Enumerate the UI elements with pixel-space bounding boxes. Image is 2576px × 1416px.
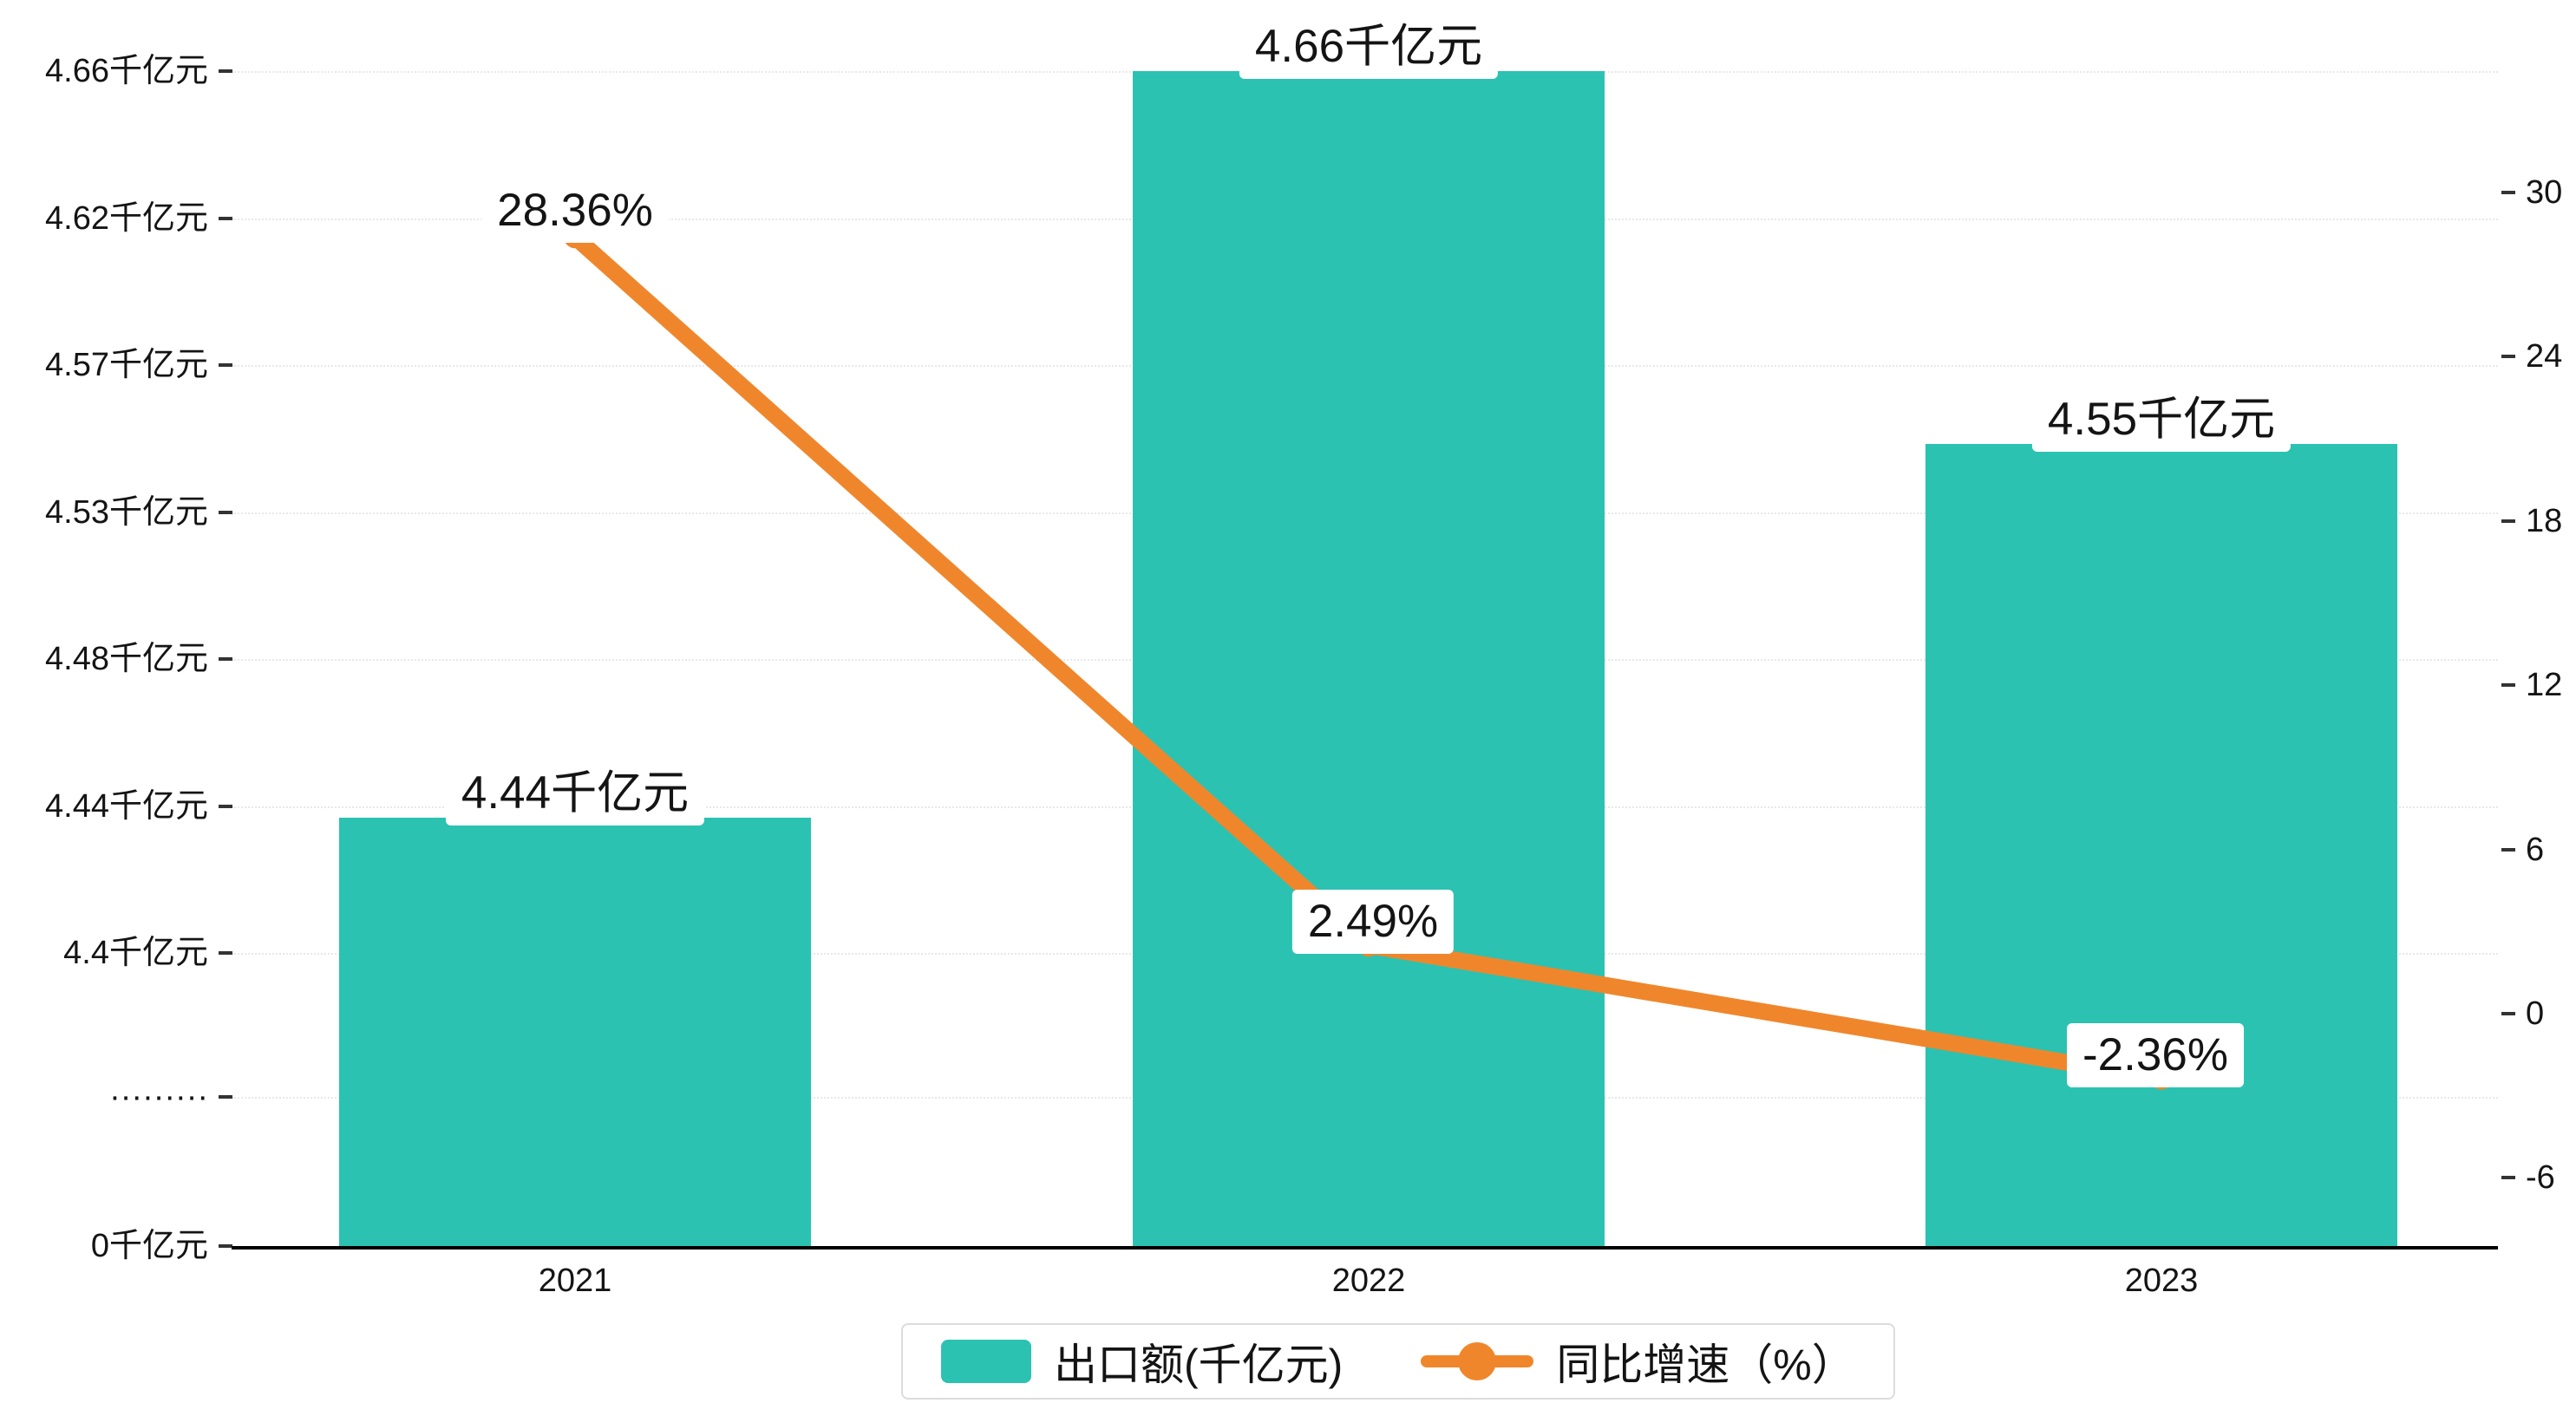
line-series-marker-icon xyxy=(1421,1340,1534,1383)
right-axis-tick-label: 0 xyxy=(2526,995,2545,1032)
y-axis-tick-label: 4.44千亿元 xyxy=(45,787,208,825)
legend-label-export: 出口额(千亿元) xyxy=(1054,1341,1344,1389)
line-dot-icon xyxy=(1458,1342,1497,1380)
right-axis-tick-label: 6 xyxy=(2526,831,2545,868)
y-axis-tick-mark xyxy=(219,951,232,955)
y-axis-tick-mark xyxy=(219,657,232,661)
line-value-label: 28.36% xyxy=(481,179,669,244)
legend-item-export[interactable]: 出口额(千亿元) xyxy=(941,1330,1343,1393)
x-axis-label: 2023 xyxy=(2124,1263,2199,1299)
y-axis-tick-mark xyxy=(219,69,232,73)
bar-2022 xyxy=(1133,71,1605,1246)
y-axis-tick-mark xyxy=(219,804,232,808)
x-axis-label: 2021 xyxy=(538,1263,612,1299)
right-axis-tick-label: 30 xyxy=(2526,173,2563,211)
line-value-label: 2.49% xyxy=(1291,890,1455,955)
right-axis-tick-mark xyxy=(2501,355,2515,358)
right-axis-tick-label: -6 xyxy=(2526,1159,2555,1197)
y-axis-tick-label: 4.4千亿元 xyxy=(63,935,208,971)
bar-value-label: 4.66千亿元 xyxy=(1239,15,1499,79)
y-axis-tick-mark xyxy=(219,216,232,220)
legend-label-growth: 同比增速（%） xyxy=(1556,1341,1855,1389)
right-axis-tick-mark xyxy=(2501,190,2515,194)
x-axis-line xyxy=(232,1246,2498,1250)
right-axis-tick-mark xyxy=(2501,1012,2515,1015)
bar-series-swatch-icon xyxy=(941,1340,1031,1383)
right-axis-tick-mark xyxy=(2501,519,2515,523)
bar-2023 xyxy=(1925,444,2397,1246)
y-axis-tick-label: 4.66千亿元 xyxy=(45,53,208,89)
y-axis-tick-label: 0千亿元 xyxy=(90,1228,208,1264)
right-axis-tick-label: 24 xyxy=(2526,338,2563,375)
line-value-label: -2.36% xyxy=(2067,1022,2244,1087)
x-axis-label: 2022 xyxy=(1331,1263,1406,1299)
bar-2021 xyxy=(339,817,811,1246)
y-axis-tick-mark xyxy=(219,363,232,367)
legend-item-growth[interactable]: 同比增速（%） xyxy=(1421,1330,1855,1393)
y-axis-tick-mark xyxy=(219,510,232,514)
right-axis-tick-label: 12 xyxy=(2526,667,2563,703)
y-axis-tick-label: ········· xyxy=(109,1079,208,1115)
right-axis-tick-mark xyxy=(2501,847,2515,852)
bar-value-label: 4.55千亿元 xyxy=(2031,388,2292,453)
y-axis-tick-label: 4.53千亿元 xyxy=(45,493,208,531)
y-axis-tick-label: 4.62千亿元 xyxy=(45,199,208,237)
y-axis-tick-label: 4.48千亿元 xyxy=(45,641,208,677)
y-axis-tick-mark xyxy=(219,1244,232,1248)
right-axis-tick-label: 18 xyxy=(2526,502,2563,539)
y-axis-tick-label: 4.57千亿元 xyxy=(45,347,208,383)
right-axis-tick-mark xyxy=(2501,683,2515,687)
bar-value-label: 4.44千亿元 xyxy=(445,760,705,825)
right-axis-tick-mark xyxy=(2501,1176,2515,1180)
legend: 出口额(千亿元) 同比增速（%） xyxy=(901,1323,1895,1400)
y-axis-tick-mark xyxy=(219,1095,232,1099)
